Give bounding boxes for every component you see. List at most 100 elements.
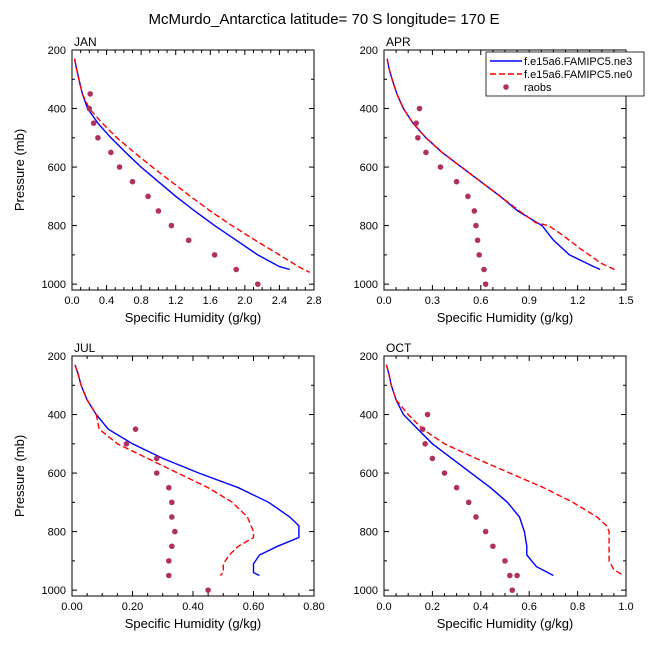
- ne0-line: [73, 58, 311, 274]
- raobs-point: [169, 543, 175, 550]
- raobs-point: [166, 484, 172, 491]
- raobs-point: [255, 281, 261, 287]
- legend-label: f.e15a6.FAMIPC5.ne0: [524, 69, 632, 81]
- panel-title: JUL: [74, 341, 96, 355]
- x-tick-label: 1.0: [618, 601, 633, 613]
- raobs-point: [169, 514, 175, 520]
- plot-area: [386, 58, 615, 287]
- y-axis-label: Pressure (mb): [12, 129, 27, 211]
- raobs-point: [507, 572, 513, 579]
- panel-jul: JUL 0.00 0.20 0.40 0.60 0.80 200 400 600 800 1000 S…: [12, 341, 325, 631]
- panel-title: JAN: [74, 35, 97, 49]
- x-tick-label: 2.4: [272, 295, 287, 307]
- ne0-line: [74, 364, 255, 577]
- y-tick-label: 200: [360, 351, 378, 363]
- raobs-point: [233, 266, 240, 273]
- raobs-point: [108, 149, 114, 156]
- x-axis-label: Specific Humidity (g/kg): [125, 310, 262, 325]
- y-tick-label: 1000: [42, 585, 66, 597]
- y-tick-label: 200: [48, 351, 66, 363]
- raobs-point: [490, 543, 496, 550]
- raobs-point: [473, 222, 479, 229]
- raobs-point: [166, 572, 172, 579]
- raobs-point: [441, 470, 448, 476]
- ne3-line: [73, 58, 290, 271]
- raobs-point: [465, 499, 472, 506]
- raobs-point: [471, 208, 478, 214]
- y-tick-label: 200: [360, 45, 378, 57]
- raobs-point: [413, 120, 420, 126]
- axes-frame: [71, 355, 315, 597]
- raobs-point: [172, 528, 178, 535]
- raobs-point: [185, 237, 192, 244]
- x-tick-label: 0.2: [425, 601, 440, 613]
- panel-title: OCT: [386, 341, 412, 355]
- raobs-point: [424, 411, 431, 418]
- raobs-point: [481, 266, 487, 273]
- x-tick-label: 2.8: [306, 295, 321, 307]
- plot-area: [73, 58, 311, 287]
- panel-jan: JAN 0.0 0.4 0.8 1.2 1.6 2.0 2.4 2.8 200 400 600 800 1…: [12, 35, 322, 325]
- y-tick-label: 600: [360, 162, 378, 174]
- raobs-point: [153, 470, 160, 476]
- y-tick-label: 800: [360, 527, 378, 539]
- raobs-point: [205, 587, 211, 593]
- panel-oct: OCT 0.0 0.2 0.4 0.6 0.8 1.0 200 400 600 800 1000 Spe…: [354, 341, 634, 631]
- y-tick-label: 200: [48, 45, 66, 57]
- raobs-point: [169, 499, 175, 506]
- x-tick-label: 0.00: [61, 601, 82, 613]
- figure-title: McMurdo_Antarctica latitude= 70 S longit…: [148, 11, 499, 28]
- y-tick-label: 800: [360, 221, 378, 233]
- raobs-point: [419, 426, 426, 432]
- panel-title: APR: [386, 35, 411, 49]
- x-tick-label: 0.3: [425, 295, 440, 307]
- x-tick-label: 1.2: [168, 295, 183, 307]
- x-tick-label: 0.80: [303, 601, 324, 613]
- raobs-point: [211, 252, 218, 258]
- raobs-point: [502, 558, 508, 564]
- raobs-point: [153, 455, 160, 462]
- x-tick-label: 1.2: [570, 295, 585, 307]
- x-tick-label: 0.0: [376, 601, 391, 613]
- legend-marker: [503, 84, 509, 90]
- raobs-point: [474, 237, 481, 244]
- raobs-point: [453, 178, 460, 185]
- panels: JAN 0.0 0.4 0.8 1.2 1.6 2.0 2.4 2.8 200 400 600 800 1…: [12, 35, 634, 631]
- raobs-point: [168, 222, 175, 229]
- ne0-line: [385, 364, 624, 577]
- y-axis-label: Pressure (mb): [12, 435, 27, 517]
- raobs-point: [476, 252, 482, 258]
- raobs-point: [116, 164, 123, 170]
- x-tick-label: 0.0: [64, 295, 79, 307]
- x-tick-label: 0.40: [182, 601, 203, 613]
- y-tick-label: 400: [48, 104, 66, 116]
- plot-area: [74, 364, 300, 593]
- raobs-point: [465, 193, 471, 200]
- x-tick-label: 1.5: [618, 295, 633, 307]
- y-tick-label: 400: [360, 104, 378, 116]
- raobs-point: [437, 164, 444, 170]
- raobs-point: [166, 558, 172, 564]
- x-tick-label: 0.4: [473, 601, 488, 613]
- raobs-point: [509, 587, 516, 593]
- x-tick-label: 0.0: [376, 295, 391, 307]
- x-tick-label: 0.60: [243, 601, 264, 613]
- y-tick-label: 1000: [354, 585, 378, 597]
- raobs-point: [482, 528, 489, 535]
- plot-area: [385, 364, 624, 593]
- raobs-point: [453, 484, 460, 491]
- raobs-point: [415, 135, 421, 141]
- x-tick-label: 1.6: [203, 295, 218, 307]
- raobs-point: [90, 120, 97, 126]
- x-tick-label: 0.8: [133, 295, 148, 307]
- y-tick-label: 600: [360, 468, 378, 480]
- x-axis-label: Specific Humidity (g/kg): [437, 310, 574, 325]
- y-tick-label: 400: [48, 410, 66, 422]
- raobs-point: [416, 105, 423, 112]
- panel-apr: APR 0.0 0.3 0.6 0.9 1.2 1.5 200 400 600 800 1000 Spe…: [354, 35, 634, 325]
- raobs-point: [423, 149, 429, 156]
- legend: f.e15a6.FAMIPC5.ne3f.e15a6.FAMIPC5.ne0ra…: [485, 51, 645, 97]
- y-tick-label: 600: [48, 162, 66, 174]
- ne3-line: [385, 364, 554, 577]
